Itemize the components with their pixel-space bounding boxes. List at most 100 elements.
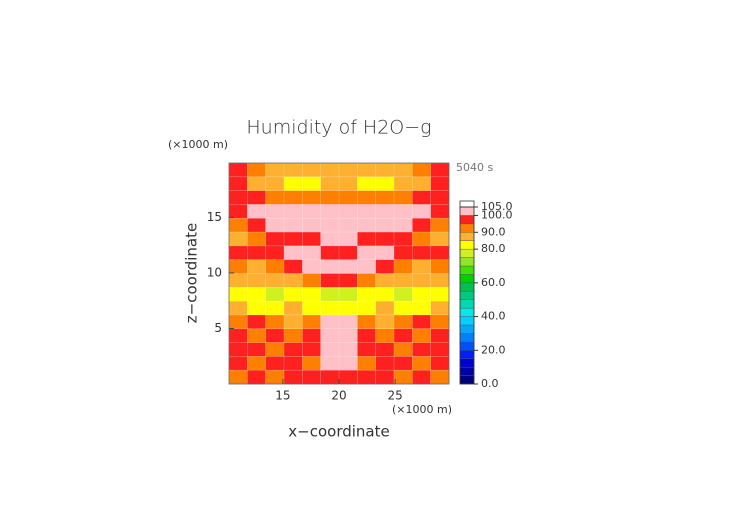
- cell: [228, 328, 248, 344]
- y-tick-label: 5: [214, 321, 222, 335]
- cell: [302, 356, 322, 371]
- colorbar-label: 0.0: [481, 377, 499, 390]
- cell: [338, 204, 358, 219]
- cell: [412, 231, 432, 247]
- cell: [357, 231, 377, 247]
- cell: [393, 176, 413, 192]
- cell: [320, 190, 340, 206]
- cell: [247, 314, 267, 330]
- cell: [320, 369, 340, 385]
- cell: [265, 162, 285, 178]
- cell: [283, 356, 303, 371]
- cell: [430, 231, 450, 247]
- cell: [228, 369, 248, 385]
- cell: [265, 245, 285, 261]
- cell: [320, 204, 340, 219]
- cell: [247, 217, 267, 233]
- cell: [375, 287, 395, 302]
- cell: [302, 162, 322, 178]
- cell: [228, 314, 248, 330]
- cell: [302, 245, 322, 261]
- y-axis-label: z−coordinate: [183, 223, 201, 323]
- colorbar-frame: [459, 206, 475, 385]
- cell: [412, 369, 432, 385]
- cell: [228, 245, 248, 261]
- colorbar-label: 20.0: [481, 343, 506, 356]
- cell: [338, 217, 358, 233]
- colorbar-band: [459, 265, 475, 275]
- cell: [430, 342, 450, 357]
- cell: [228, 300, 248, 316]
- cell: [283, 190, 303, 206]
- cell: [247, 300, 267, 316]
- cell: [320, 273, 340, 288]
- cell: [357, 314, 377, 330]
- cell: [393, 300, 413, 316]
- cell: [357, 369, 377, 385]
- cell: [320, 287, 340, 302]
- cell: [320, 328, 340, 344]
- cell: [357, 287, 377, 302]
- cell: [412, 328, 432, 344]
- cell: [283, 231, 303, 247]
- cell: [430, 314, 450, 330]
- cell: [412, 342, 432, 357]
- cell: [247, 204, 267, 219]
- cell: [412, 217, 432, 233]
- cell: [357, 300, 377, 316]
- colorbar-band: [459, 375, 475, 385]
- cell: [265, 342, 285, 357]
- cell: [247, 342, 267, 357]
- cell: [393, 190, 413, 206]
- cell: [283, 245, 303, 261]
- colorbar-label: 40.0: [481, 310, 506, 323]
- cell: [265, 273, 285, 288]
- cell: [393, 231, 413, 247]
- cell: [247, 245, 267, 261]
- cell: [228, 356, 248, 371]
- cell: [430, 217, 450, 233]
- colorbar-label: 60.0: [481, 276, 506, 289]
- x-tick-label: 15: [275, 389, 290, 403]
- cell: [265, 190, 285, 206]
- cell: [265, 231, 285, 247]
- cell: [393, 162, 413, 178]
- cell: [412, 162, 432, 178]
- cell: [430, 245, 450, 261]
- cell: [357, 259, 377, 275]
- cell: [357, 245, 377, 261]
- cell: [265, 259, 285, 275]
- cell: [247, 190, 267, 206]
- cell: [338, 273, 358, 288]
- cell: [375, 273, 395, 288]
- colorbar-band: [459, 257, 475, 267]
- cell: [393, 342, 413, 357]
- cell: [283, 287, 303, 302]
- cell: [375, 176, 395, 192]
- cell: [375, 300, 395, 316]
- cell: [338, 245, 358, 261]
- cell: [375, 217, 395, 233]
- cell: [265, 300, 285, 316]
- cell: [412, 300, 432, 316]
- cell: [283, 369, 303, 385]
- colorbar-band: [459, 223, 475, 233]
- cell: [320, 162, 340, 178]
- colorbar-band: [459, 350, 475, 359]
- colorbar-band: [459, 291, 475, 300]
- cell: [283, 328, 303, 344]
- cell: [338, 162, 358, 178]
- cell: [265, 314, 285, 330]
- cell: [265, 328, 285, 344]
- colorbar-band: [459, 324, 475, 334]
- cell: [247, 356, 267, 371]
- cell: [357, 328, 377, 344]
- cell: [430, 204, 450, 219]
- colorbar-band: [459, 307, 475, 317]
- cell: [393, 217, 413, 233]
- cell: [247, 273, 267, 288]
- colorbar-band: [459, 341, 475, 351]
- colorbar-band: [459, 366, 475, 376]
- cell: [375, 342, 395, 357]
